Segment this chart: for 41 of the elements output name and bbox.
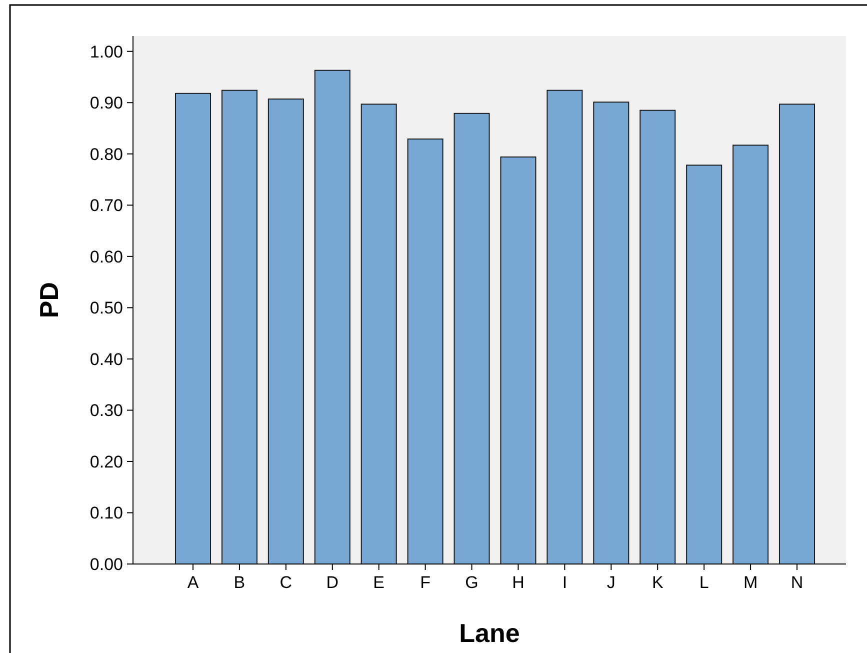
y-tick-label: 0.90 — [90, 94, 123, 113]
y-tick-label: 0.70 — [90, 196, 123, 216]
x-tick-label: C — [280, 573, 292, 592]
y-axis-title: PD — [34, 282, 64, 318]
x-tick-label: F — [420, 573, 431, 592]
x-tick-label: L — [699, 573, 709, 592]
x-tick-label: I — [562, 573, 568, 592]
x-tick-label: B — [234, 573, 246, 592]
bar — [175, 92, 211, 564]
bar — [407, 138, 444, 564]
y-tick-label: 0.80 — [90, 144, 123, 164]
y-tick-label: 0.30 — [90, 401, 123, 420]
x-tick-label: H — [512, 573, 524, 592]
y-tick-label: 0.40 — [90, 350, 123, 369]
bar — [593, 102, 630, 564]
x-tick-label: A — [187, 573, 200, 592]
y-tick-label: 0.60 — [90, 247, 123, 266]
bar — [221, 90, 258, 564]
bar — [640, 110, 676, 564]
bar — [500, 156, 536, 564]
y-tick-label: 1.00 — [90, 42, 123, 62]
bar — [314, 70, 350, 564]
bar — [546, 90, 583, 564]
x-tick-label: E — [373, 573, 385, 592]
y-tick-label: 0.10 — [90, 504, 123, 523]
bar — [360, 104, 397, 564]
bar — [779, 104, 815, 564]
x-tick-label: M — [743, 573, 758, 592]
bar — [454, 112, 490, 564]
x-axis-title: Lane — [459, 618, 520, 648]
x-tick-label: D — [326, 573, 339, 592]
bar — [732, 144, 769, 564]
bar — [686, 164, 722, 564]
y-tick-label: 0.50 — [90, 298, 123, 318]
x-tick-label: G — [465, 573, 478, 592]
x-tick-label: K — [652, 573, 664, 592]
x-tick-label: J — [606, 573, 616, 592]
y-tick-label: 0.00 — [90, 554, 123, 574]
x-tick-label: N — [790, 573, 804, 592]
bar — [268, 98, 304, 564]
y-tick-label: 0.20 — [90, 452, 123, 472]
